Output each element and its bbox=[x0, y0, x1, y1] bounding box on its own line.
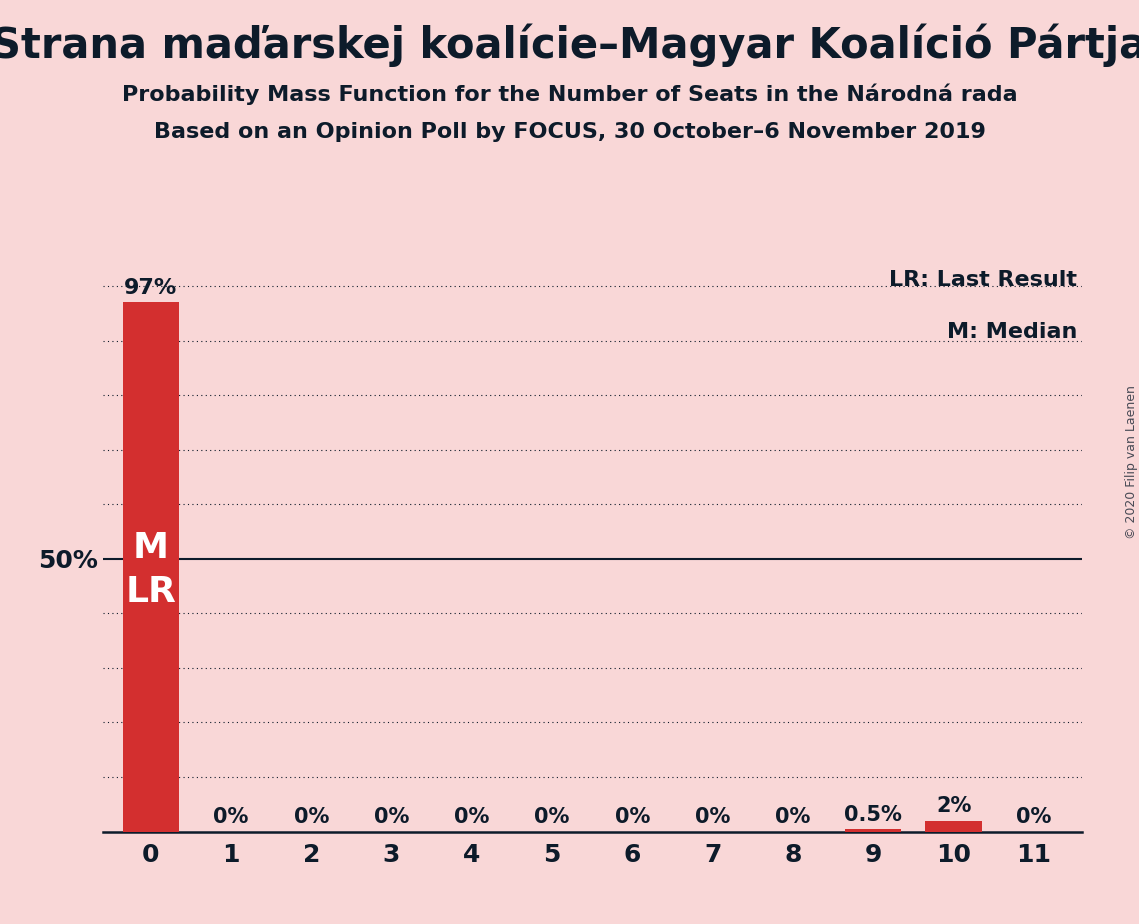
Text: Based on an Opinion Poll by FOCUS, 30 October–6 November 2019: Based on an Opinion Poll by FOCUS, 30 Oc… bbox=[154, 122, 985, 142]
Text: 97%: 97% bbox=[124, 278, 178, 298]
Text: 0%: 0% bbox=[534, 808, 570, 827]
Text: Strana maďarskej koalície–Magyar Koalíció Pártja: Strana maďarskej koalície–Magyar Koalíci… bbox=[0, 23, 1139, 67]
Text: 0%: 0% bbox=[695, 808, 730, 827]
Text: 0%: 0% bbox=[1016, 808, 1051, 827]
Text: LR: Last Result: LR: Last Result bbox=[890, 270, 1077, 290]
Bar bbox=[926, 821, 982, 832]
Text: 0.5%: 0.5% bbox=[844, 805, 902, 824]
Text: 0%: 0% bbox=[776, 808, 811, 827]
Text: LR: LR bbox=[125, 575, 177, 609]
Bar bbox=[845, 829, 901, 832]
Text: M: Median: M: Median bbox=[947, 322, 1077, 342]
Text: M: M bbox=[132, 531, 169, 565]
Text: 0%: 0% bbox=[213, 808, 248, 827]
Text: 0%: 0% bbox=[294, 808, 329, 827]
Text: © 2020 Filip van Laenen: © 2020 Filip van Laenen bbox=[1124, 385, 1138, 539]
Text: Probability Mass Function for the Number of Seats in the Národná rada: Probability Mass Function for the Number… bbox=[122, 83, 1017, 104]
Text: 2%: 2% bbox=[936, 796, 972, 816]
Text: 0%: 0% bbox=[615, 808, 650, 827]
Text: 0%: 0% bbox=[454, 808, 490, 827]
Text: 0%: 0% bbox=[374, 808, 409, 827]
Bar bbox=[123, 302, 179, 832]
